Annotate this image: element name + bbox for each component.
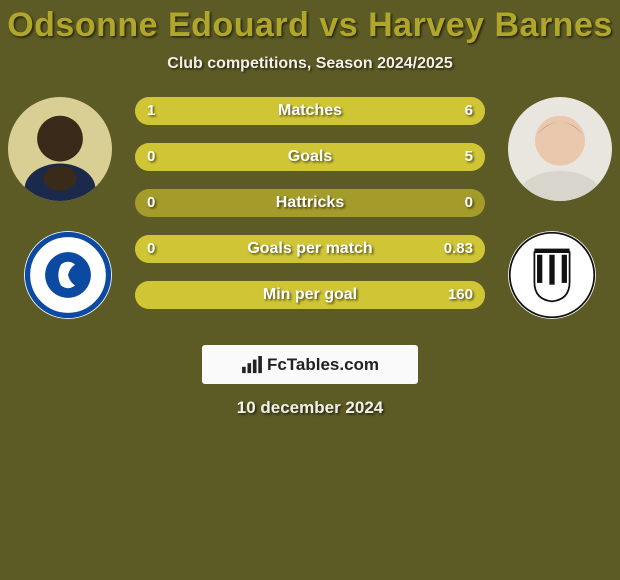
stat-bar: 05Goals bbox=[135, 143, 485, 171]
player-left-avatar bbox=[8, 97, 112, 201]
footer-date: 10 december 2024 bbox=[0, 398, 620, 418]
club-right-badge bbox=[508, 231, 596, 319]
player-silhouette-icon bbox=[8, 97, 112, 201]
watermark: FcTables.com bbox=[202, 345, 418, 384]
page-title: Odsonne Edouard vs Harvey Barnes bbox=[0, 6, 620, 45]
page-subtitle: Club competitions, Season 2024/2025 bbox=[0, 55, 620, 73]
stat-label: Min per goal bbox=[135, 281, 485, 309]
club-left-badge bbox=[24, 231, 112, 319]
stat-label: Goals bbox=[135, 143, 485, 171]
watermark-text: FcTables.com bbox=[267, 355, 379, 375]
club-crest-icon bbox=[24, 231, 112, 319]
stat-bar: 00Hattricks bbox=[135, 189, 485, 217]
stat-bars: 16Matches 05Goals 00Hattricks 00.83Goals pe… bbox=[135, 97, 485, 327]
player-right-avatar bbox=[508, 97, 612, 201]
comparison-area: 16Matches 05Goals 00Hattricks 00.83Goals pe… bbox=[0, 97, 620, 327]
stat-bar: 16Matches bbox=[135, 97, 485, 125]
stat-bar: 160Min per goal bbox=[135, 281, 485, 309]
club-crest-icon bbox=[508, 231, 596, 319]
bar-chart-icon bbox=[241, 356, 263, 374]
comparison-canvas: Odsonne Edouard vs Harvey Barnes Club co… bbox=[0, 0, 620, 580]
stat-bar: 00.83Goals per match bbox=[135, 235, 485, 263]
stat-label: Hattricks bbox=[135, 189, 485, 217]
stat-label: Goals per match bbox=[135, 235, 485, 263]
player-silhouette-icon bbox=[508, 97, 612, 201]
stat-label: Matches bbox=[135, 97, 485, 125]
